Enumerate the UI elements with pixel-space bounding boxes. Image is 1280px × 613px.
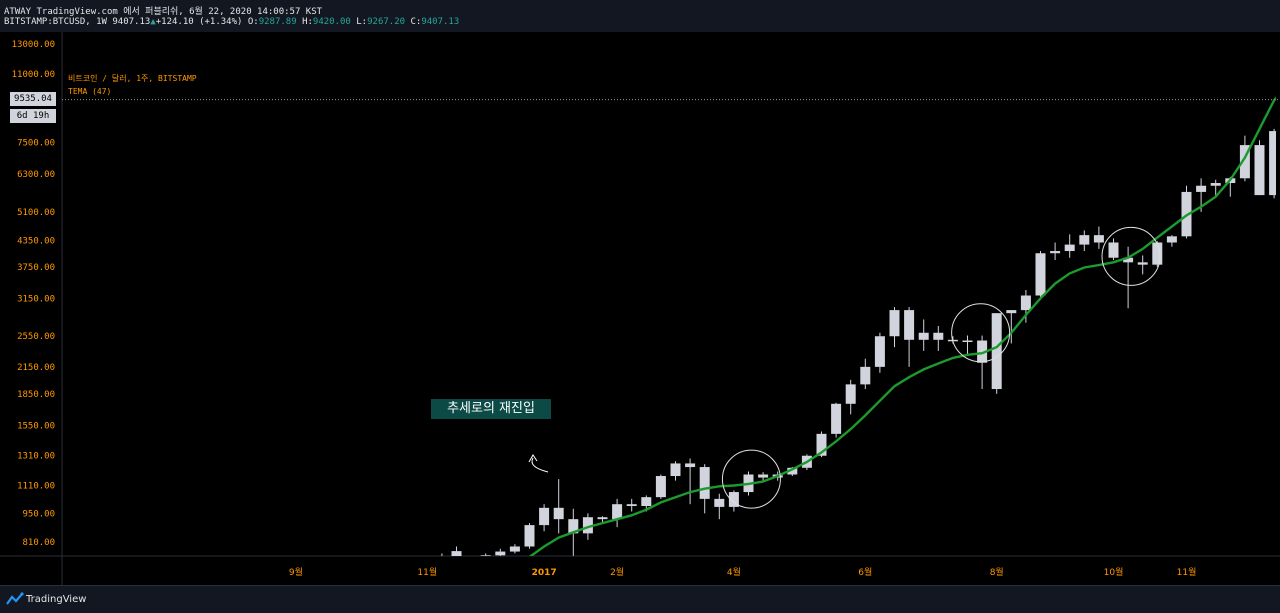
candle-body	[641, 497, 651, 506]
x-tick-label: 2017	[532, 568, 557, 578]
countdown-tag: 6d 19h	[10, 109, 56, 123]
x-tick-label: 10월	[1104, 566, 1124, 578]
candle-body	[1109, 242, 1119, 257]
candle-body	[1079, 235, 1089, 244]
y-tick-label: 810.00	[22, 538, 55, 548]
last-price: 9407.13	[112, 17, 150, 27]
close-value: 9407.13	[421, 17, 459, 27]
tradingview-brand[interactable]: TradingView	[26, 594, 86, 605]
candle-body	[554, 508, 564, 519]
candle-body	[437, 556, 447, 560]
candle-body	[933, 333, 943, 340]
candle-body	[1269, 131, 1279, 195]
y-tick-label: 1310.00	[17, 452, 55, 462]
y-tick-label: 1850.00	[17, 390, 55, 400]
candle-body	[1152, 242, 1162, 264]
low-value: 9267.20	[367, 17, 405, 27]
x-tick-label: 2월	[610, 566, 624, 578]
candle-body	[758, 474, 768, 477]
y-tick-label: 5100.00	[17, 208, 55, 218]
footer-bar: TradingView	[0, 585, 1280, 613]
y-tick-label: 1110.00	[17, 481, 55, 491]
price-chart[interactable]: 13000.00 11000.00 7500.00 6300.00 5100.00 435…	[0, 32, 1280, 585]
candle-body	[408, 566, 418, 574]
ohlc-line: BITSTAMP:BTCUSD, 1W 9407.13▲+124.10 (+1.…	[4, 17, 459, 27]
candle-body	[525, 525, 535, 546]
close-label: C:	[410, 17, 421, 27]
y-tick-label: 2550.00	[17, 332, 55, 342]
chart-header: ATWAY TradingView.com 에서 퍼블리쉬, 6월 22, 20…	[0, 0, 1280, 32]
candle-body	[1021, 296, 1031, 311]
open-label: O:	[248, 17, 259, 27]
candle-body	[627, 504, 637, 506]
candle-body	[466, 562, 476, 568]
candle-body	[1065, 245, 1075, 251]
candle-body	[1211, 183, 1221, 186]
candle-body	[510, 546, 520, 551]
publish-line: ATWAY TradingView.com 에서 퍼블리쉬, 6월 22, 20…	[4, 4, 322, 17]
candle-body	[598, 517, 608, 519]
y-tick-label: 11000.00	[12, 70, 55, 80]
y-tick-label: 13000.00	[12, 40, 55, 50]
trend-reentry-annotation: 추세로의 재진입	[431, 399, 551, 419]
candle-body	[846, 384, 856, 403]
candle-body	[656, 476, 666, 497]
candle-body	[1094, 235, 1104, 242]
candle-body	[1138, 262, 1148, 264]
candle-body	[919, 333, 929, 340]
candle-body	[1167, 236, 1177, 242]
candle-body	[1255, 145, 1265, 195]
legend-indicator: TEMA (47)	[68, 85, 197, 98]
legend-series: 비트코인 / 달러, 1주, BITSTAMP	[68, 72, 197, 85]
candle-body	[539, 508, 549, 525]
candle-body	[1006, 310, 1016, 313]
candle-body	[714, 499, 724, 507]
open-value: 9287.89	[259, 17, 297, 27]
candle-body	[875, 336, 885, 367]
current-price-tag: 9535.04	[10, 92, 56, 106]
candle-body	[860, 367, 870, 385]
low-label: L:	[356, 17, 367, 27]
candle-body	[685, 463, 695, 467]
high-label: H:	[302, 17, 313, 27]
x-tick-label: 9월	[289, 566, 303, 578]
candle-body	[422, 561, 432, 566]
candle-body	[452, 551, 462, 556]
candle-body	[700, 467, 710, 499]
chart-legend: 비트코인 / 달러, 1주, BITSTAMP TEMA (47)	[68, 72, 197, 98]
candle-body	[992, 313, 1002, 389]
candle-body	[1050, 251, 1060, 253]
x-tick-label: 11월	[417, 566, 437, 578]
candle-body	[379, 579, 389, 583]
x-tick-label: 6월	[858, 566, 872, 578]
chart-frame[interactable]: 13000.00 11000.00 7500.00 6300.00 5100.00 435…	[0, 32, 1280, 585]
y-tick-label: 1550.00	[17, 422, 55, 432]
candle-body	[831, 404, 841, 434]
candle-body	[612, 504, 622, 519]
candle-body	[1196, 186, 1206, 192]
y-tick-label: 950.00	[22, 509, 55, 519]
x-tick-label: 4월	[727, 566, 741, 578]
candle-body	[1036, 253, 1046, 295]
tradingview-logo-icon	[6, 592, 24, 606]
price-change: +124.10 (+1.34%)	[156, 17, 243, 27]
y-tick-label: 3150.00	[17, 294, 55, 304]
candle-body	[963, 341, 973, 343]
candle-body	[671, 463, 681, 476]
candle-body	[393, 573, 403, 578]
high-value: 9420.00	[313, 17, 351, 27]
x-tick-label: 11월	[1177, 566, 1197, 578]
annotation-arrow	[532, 458, 548, 472]
candle-body	[890, 310, 900, 336]
symbol-label[interactable]: BITSTAMP:BTCUSD, 1W	[4, 17, 107, 27]
y-tick-label: 6300.00	[17, 170, 55, 180]
candle-body	[495, 552, 505, 556]
x-tick-label: 8월	[990, 566, 1004, 578]
y-tick-label: 7500.00	[17, 139, 55, 149]
y-tick-label: 4350.00	[17, 236, 55, 246]
y-tick-label: 2150.00	[17, 363, 55, 373]
tema-line	[438, 37, 1280, 585]
y-tick-label: 3750.00	[17, 263, 55, 273]
candle-body	[904, 310, 914, 340]
